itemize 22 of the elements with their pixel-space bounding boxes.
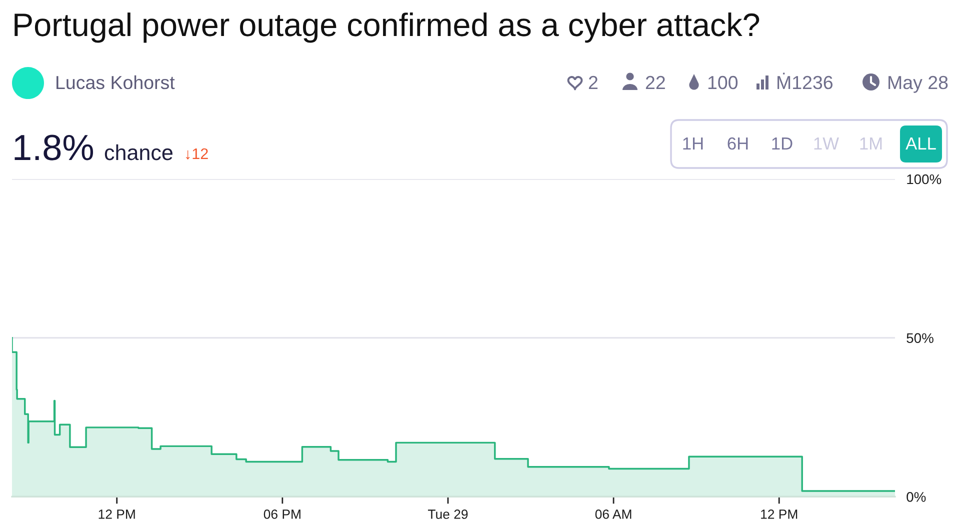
- x-tick-label: 12 PM: [98, 510, 135, 519]
- y-tick-label: 0%: [906, 492, 926, 502]
- text: 22: [646, 76, 665, 89]
- x-tick-label: 06 PM: [264, 510, 300, 519]
- text: Ṁ1236: [778, 72, 833, 90]
- text: 6H: [728, 137, 748, 150]
- text: 100: [708, 76, 738, 90]
- chart-subtitle: Lucas Kohorst: [56, 75, 175, 90]
- text: chance: [104, 144, 172, 160]
- text: 1H: [683, 138, 703, 150]
- y-tick-label: 50%: [906, 333, 934, 344]
- text: ↓12: [186, 148, 208, 160]
- text: ALL: [906, 138, 936, 150]
- text: 2: [588, 76, 598, 89]
- x-tick-label: 06 AM: [595, 510, 632, 519]
- text: 1.8%: [14, 134, 94, 160]
- x-tick-label: 12 PM: [761, 510, 798, 519]
- text: 1D: [772, 138, 792, 150]
- y-tick-label: 100%: [907, 174, 942, 184]
- text: May 28: [888, 76, 948, 93]
- chart-title: Portugal power outage confirmed as a cyber attack?: [14, 12, 760, 43]
- x-tick-label: Tue 29: [428, 510, 468, 519]
